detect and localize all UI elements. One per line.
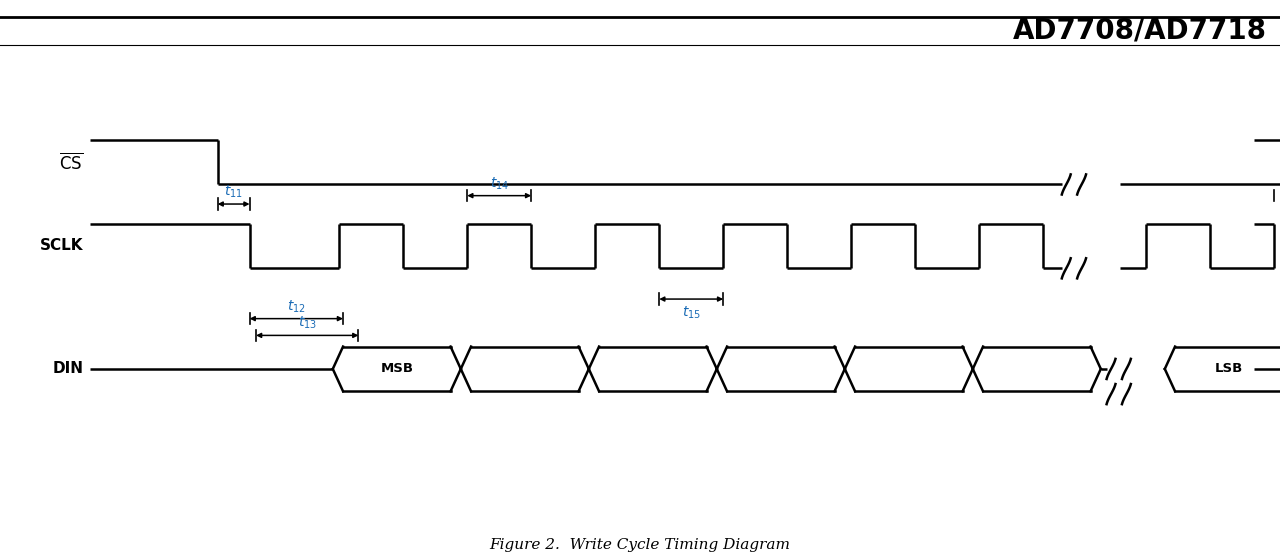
- Text: $t_{12}$: $t_{12}$: [287, 298, 306, 315]
- Text: $t_{11}$: $t_{11}$: [224, 183, 243, 200]
- Text: $t_{14}$: $t_{14}$: [490, 175, 508, 192]
- Text: DIN: DIN: [52, 362, 83, 376]
- Text: LSB: LSB: [1215, 362, 1243, 376]
- Text: $t_{15}$: $t_{15}$: [682, 305, 700, 321]
- Text: AD7708/AD7718: AD7708/AD7718: [1014, 17, 1267, 45]
- Text: SCLK: SCLK: [40, 239, 83, 253]
- Text: MSB: MSB: [380, 362, 413, 376]
- Text: $\overline{\rm CS}$: $\overline{\rm CS}$: [59, 151, 83, 173]
- Text: $t_{13}$: $t_{13}$: [298, 315, 316, 331]
- Text: Figure 2.  Write Cycle Timing Diagram: Figure 2. Write Cycle Timing Diagram: [489, 538, 791, 552]
